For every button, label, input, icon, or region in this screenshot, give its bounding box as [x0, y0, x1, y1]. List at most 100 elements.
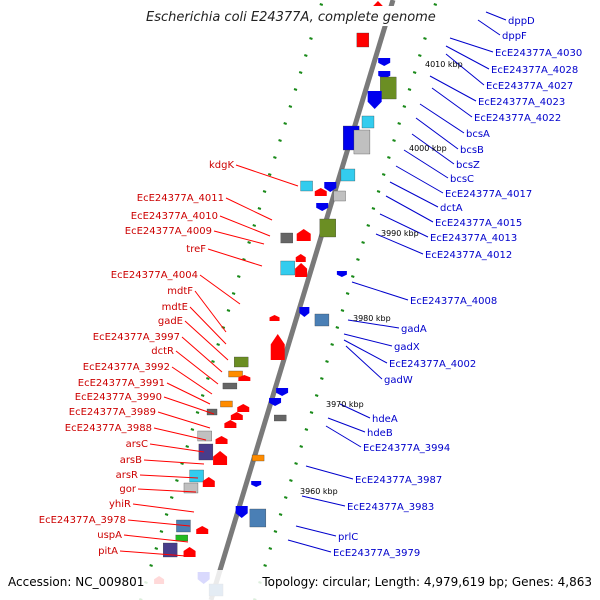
gene-label[interactable]: arsC	[126, 439, 148, 450]
gene-label[interactable]: kdgK	[209, 160, 234, 171]
tick-mark	[267, 173, 272, 176]
left-label-connectors	[119, 164, 299, 557]
gene-block	[222, 382, 238, 390]
gene-label[interactable]: uspA	[97, 530, 122, 541]
gene-label[interactable]: EcE24377A_4022	[474, 113, 561, 124]
gene-label[interactable]: EcE24377A_4004	[111, 270, 198, 281]
gene-label[interactable]: hdeB	[367, 428, 393, 439]
gene-label[interactable]: EcE24377A_4015	[435, 218, 522, 229]
gene-label[interactable]: pitA	[98, 546, 118, 557]
gene-label[interactable]: hdeA	[372, 414, 398, 425]
gene-label[interactable]: EcE24377A_4009	[125, 226, 212, 237]
tick-mark	[309, 37, 313, 40]
tick-mark	[304, 428, 309, 431]
left-connector-line	[123, 534, 189, 543]
gene-label[interactable]: bcsA	[466, 129, 490, 140]
kbp-label: 3960 kbp	[300, 487, 338, 496]
gene-label[interactable]: gadW	[384, 375, 413, 386]
gene-block	[198, 443, 214, 461]
left-connector-line	[207, 248, 263, 267]
gene-label[interactable]: EcE24377A_4030	[495, 48, 582, 59]
tick-mark	[226, 309, 231, 312]
gene-label[interactable]: arsR	[116, 470, 138, 481]
gene-label[interactable]: EcE24377A_4010	[131, 211, 218, 222]
gene-label[interactable]: gadE	[158, 316, 183, 327]
gene-label[interactable]: EcE24377A_4017	[445, 189, 532, 200]
gene-label[interactable]: EcE24377A_3994	[363, 443, 450, 454]
gene-label[interactable]: EcE24377A_3978	[39, 515, 126, 526]
gene-label[interactable]: EcE24377A_3989	[69, 407, 156, 418]
left-connector-line	[119, 550, 187, 557]
gene-label[interactable]: EcE24377A_3992	[83, 362, 170, 373]
left-connector-line	[184, 320, 229, 361]
tick-mark	[387, 156, 391, 159]
gene-label[interactable]: EcE24377A_4023	[478, 97, 565, 108]
right-connector-line	[339, 403, 371, 419]
gene-label[interactable]: EcE24377A_4012	[425, 250, 512, 261]
tick-mark	[423, 37, 427, 40]
tick-mark	[263, 564, 267, 567]
gene-label[interactable]: EcE24377A_3997	[93, 332, 180, 343]
right-connector-line	[343, 339, 388, 364]
gene-block	[340, 168, 356, 182]
gene-label[interactable]: EcE24377A_4002	[389, 359, 476, 370]
gene-block	[280, 260, 295, 276]
gene-label[interactable]: dctA	[440, 203, 463, 214]
left-connector-line	[235, 164, 299, 187]
gene-label[interactable]: dppD	[508, 16, 535, 27]
gene-label[interactable]: bcsB	[460, 145, 484, 156]
tick-mark	[200, 394, 205, 397]
gene-arrow-reverse	[183, 547, 196, 557]
right-connector-line	[419, 103, 465, 134]
right-connector-line	[379, 213, 429, 238]
gene-arrow-reverse	[196, 526, 209, 534]
right-label-connectors	[287, 11, 507, 553]
tick-mark	[304, 54, 308, 57]
left-connector-line	[143, 459, 205, 465]
tick-mark	[185, 445, 190, 448]
gene-label[interactable]: prlC	[338, 532, 358, 543]
gene-label[interactable]: dctR	[151, 346, 174, 357]
gene-label[interactable]: EcE24377A_3988	[65, 423, 152, 434]
gene-block	[175, 534, 188, 542]
gene-label[interactable]: gadA	[401, 324, 427, 335]
gene-arrow-forward	[324, 182, 337, 192]
gene-label[interactable]: EcE24377A_4013	[430, 233, 517, 244]
gene-label[interactable]: bcsC	[450, 174, 474, 185]
gene-arrow-reverse	[202, 477, 215, 487]
left-connector-line	[153, 427, 207, 441]
gene-arrow-reverse	[269, 315, 280, 321]
tick-mark	[340, 309, 345, 312]
right-connector-line	[445, 53, 485, 86]
gene-label[interactable]: EcE24377A_4028	[491, 65, 578, 76]
gene-label[interactable]: EcE24377A_4027	[486, 81, 573, 92]
left-connector-line	[189, 306, 227, 345]
gene-label[interactable]: EcE24377A_3979	[333, 548, 420, 559]
gene-block	[333, 190, 346, 202]
gene-label[interactable]: EcE24377A_3990	[75, 392, 162, 403]
gene-label[interactable]: treF	[186, 244, 206, 255]
gene-label[interactable]: EcE24377A_4008	[410, 296, 497, 307]
gene-label[interactable]: yhiR	[109, 499, 131, 510]
gene-block	[234, 356, 249, 368]
tick-mark	[299, 445, 304, 448]
gene-label[interactable]: EcE24377A_3991	[78, 378, 165, 389]
gene-label[interactable]: EcE24377A_4011	[137, 193, 224, 204]
gene-label[interactable]: mdtE	[162, 302, 188, 313]
tick-mark	[309, 411, 314, 414]
gene-label[interactable]: bcsZ	[456, 160, 480, 171]
gene-label[interactable]: gor	[119, 484, 136, 495]
gene-block	[249, 508, 267, 528]
left-gene-labels: kdgK EcE24377A_4011 EcE24377A_4010 EcE24…	[39, 160, 235, 557]
left-connector-line	[137, 488, 197, 493]
gene-label[interactable]: EcE24377A_3987	[355, 475, 442, 486]
gene-arrow-reverse	[215, 436, 228, 444]
gene-label[interactable]: gadX	[394, 342, 420, 353]
gene-label[interactable]: dppF	[502, 31, 527, 42]
gene-label[interactable]: mdtF	[167, 286, 193, 297]
gene-label[interactable]: arsB	[120, 455, 142, 466]
tick-mark	[273, 530, 278, 533]
left-connector-line	[213, 230, 265, 245]
gene-block	[380, 76, 397, 100]
gene-label[interactable]: EcE24377A_3983	[347, 502, 434, 513]
